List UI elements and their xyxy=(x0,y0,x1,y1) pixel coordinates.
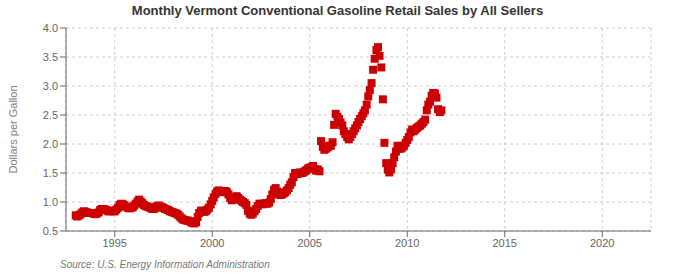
svg-text:Dollars per Gallon: Dollars per Gallon xyxy=(8,85,19,173)
svg-text:2015: 2015 xyxy=(493,237,517,249)
svg-text:4.0: 4.0 xyxy=(43,22,58,34)
svg-text:1.0: 1.0 xyxy=(43,196,58,208)
svg-text:1995: 1995 xyxy=(103,237,127,249)
html-text:Monthly Vermont Conventional G: Monthly Vermont Conventional Gasoline Re… xyxy=(131,3,544,18)
svg-text:3.0: 3.0 xyxy=(43,80,58,92)
svg-text:3.5: 3.5 xyxy=(43,51,58,63)
svg-text:2010: 2010 xyxy=(395,237,419,249)
html-text:Source: U.S. Energy Informatio: Source: U.S. Energy Information Administ… xyxy=(60,259,270,270)
svg-text:1.5: 1.5 xyxy=(43,167,58,179)
svg-text:2.0: 2.0 xyxy=(43,138,58,150)
svg-text:0.5: 0.5 xyxy=(43,225,58,237)
svg-text:2020: 2020 xyxy=(590,237,614,249)
svg-text:2000: 2000 xyxy=(200,237,224,249)
svg-text:2005: 2005 xyxy=(298,237,322,249)
svg-text:2.5: 2.5 xyxy=(43,109,58,121)
